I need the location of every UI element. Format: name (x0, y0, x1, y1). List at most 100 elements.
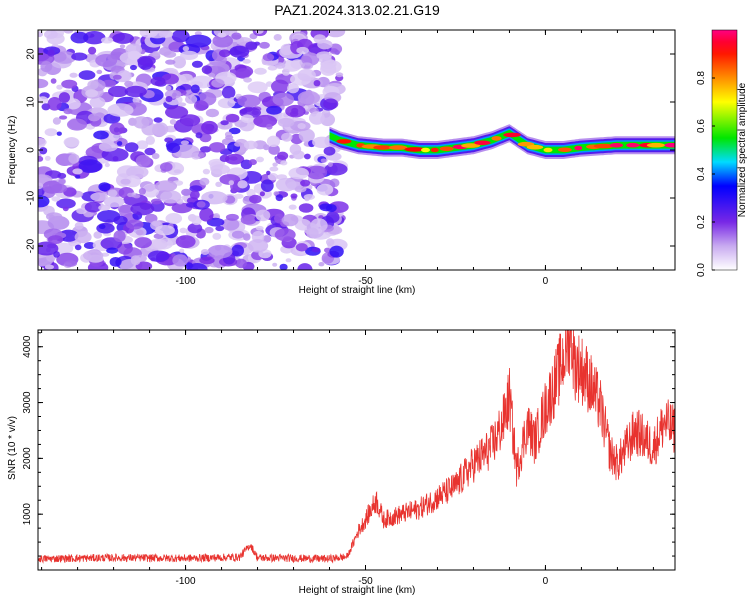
noise-blob (265, 81, 273, 87)
noise-blob (165, 105, 189, 119)
noise-blob (153, 117, 163, 123)
noise-blob (313, 80, 321, 87)
noise-blob (124, 142, 139, 153)
noise-blob (107, 103, 134, 117)
noise-blob (58, 178, 66, 185)
noise-blob (272, 162, 278, 167)
noise-blob (109, 122, 125, 135)
noise-blob (134, 237, 152, 249)
snr-x-axis-label: Height of straight line (km) (299, 585, 416, 596)
noise-blob (147, 239, 168, 250)
noise-blob (63, 137, 80, 148)
noise-blob (130, 202, 155, 216)
noise-blob (231, 244, 244, 257)
noise-blob (194, 100, 208, 111)
noise-blob (288, 167, 310, 180)
noise-blob (228, 127, 241, 135)
noise-blob (199, 256, 215, 265)
spectrogram-x-axis-label: Height of straight line (km) (299, 285, 416, 296)
ridge-peak (526, 144, 544, 150)
noise-blob (297, 90, 320, 105)
noise-blob (56, 131, 62, 136)
noise-blob (326, 238, 335, 247)
noise-blob (63, 30, 74, 34)
noise-blob (179, 227, 187, 234)
noise-blob (266, 170, 271, 175)
y-tick-label: 1000 (22, 503, 33, 526)
ridge-peak (593, 143, 614, 149)
colorbar-label: Normalized spectral amplitude (737, 82, 748, 217)
noise-blob (199, 207, 214, 222)
noise-blob (199, 177, 210, 186)
noise-blob (255, 209, 271, 222)
noise-blob (187, 223, 203, 234)
noise-blob (201, 65, 213, 74)
noise-blob (39, 147, 48, 155)
noise-blob (54, 242, 74, 255)
noise-blob (181, 188, 192, 196)
noise-blob (160, 162, 173, 172)
ridge-peak (373, 145, 393, 150)
noise-blob (279, 263, 288, 270)
noise-blob (313, 34, 327, 44)
noise-blob (51, 196, 61, 202)
noise-blob (201, 120, 218, 135)
noise-blob (285, 258, 292, 263)
noise-blob (116, 141, 123, 146)
ridge-peak (474, 140, 491, 146)
ridge-peak (664, 142, 675, 148)
noise-blob (95, 54, 118, 67)
noise-blob (298, 203, 314, 213)
ridge-peak (558, 147, 572, 153)
noise-blob (119, 44, 126, 49)
noise-blob (256, 156, 264, 163)
noise-blob (215, 181, 222, 187)
noise-blob (61, 79, 78, 89)
noise-blob (237, 94, 261, 108)
noise-blob (243, 140, 258, 150)
noise-blob (48, 235, 64, 245)
noise-blob (217, 32, 227, 38)
noise-blob (69, 72, 78, 78)
noise-blob (178, 102, 187, 107)
noise-blob (205, 108, 219, 118)
noise-blob (234, 141, 242, 147)
noise-blob (139, 30, 158, 38)
noise-blob (108, 85, 129, 98)
noise-blob (116, 70, 132, 83)
ridge-peak (461, 143, 481, 148)
noise-blob (318, 262, 325, 267)
noise-blob (266, 123, 273, 130)
noise-blob (38, 241, 59, 256)
noise-blob (63, 108, 73, 115)
noise-blob (124, 175, 141, 188)
noise-blob (239, 109, 248, 114)
noise-blob (78, 70, 96, 80)
noise-blob (44, 128, 58, 137)
noise-blob (273, 34, 282, 41)
noise-blob (259, 41, 270, 49)
noise-blob (294, 185, 307, 193)
noise-blob (300, 179, 311, 187)
noise-blob (254, 67, 267, 75)
noise-blob (152, 122, 169, 136)
colorbar-tick-label: 0.8 (696, 71, 707, 85)
noise-blob (113, 230, 126, 243)
noise-blob (285, 104, 306, 118)
noise-blob (191, 60, 203, 68)
noise-blob (187, 263, 208, 270)
noise-blob (96, 69, 103, 75)
noise-blob (62, 206, 69, 212)
noise-blob (51, 183, 68, 194)
noise-blob (172, 254, 189, 267)
noise-blob (194, 31, 202, 36)
noise-blob (38, 96, 49, 104)
colorbar-tick-label: 0.2 (696, 215, 707, 229)
noise-blob (89, 96, 106, 109)
noise-blob (219, 49, 231, 58)
noise-blob (38, 156, 44, 162)
snr-panel: -100 -50 0 1000 2000 3000 4000 (22, 329, 676, 587)
noise-blob (175, 235, 196, 249)
noise-blob (281, 132, 293, 142)
noise-blob (132, 97, 140, 104)
